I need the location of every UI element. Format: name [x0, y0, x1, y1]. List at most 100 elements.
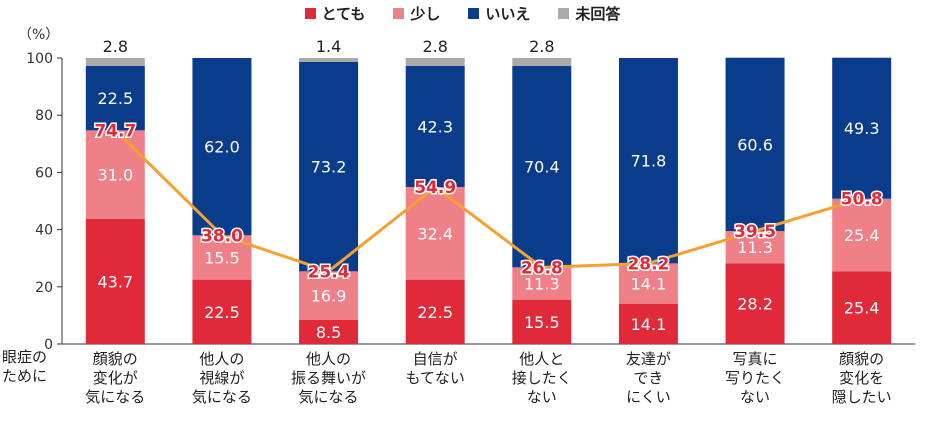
bar-value-label: 70.4	[524, 158, 560, 177]
bar-value-label: 28.2	[737, 295, 773, 314]
bar-value-label: 2.8	[422, 37, 447, 56]
bar-segment	[832, 271, 892, 344]
line-value-label: 50.8	[841, 190, 883, 210]
category-label: 隠したい	[832, 388, 892, 406]
bar-value-label: 25.4	[844, 226, 880, 245]
category-label: 気になる	[85, 388, 145, 406]
bar-value-label: 11.3	[737, 238, 773, 257]
y-axis-unit-label: （%）	[18, 27, 60, 43]
category-label: ない	[527, 388, 557, 406]
line-value-label: 39.5	[734, 222, 776, 242]
legend-label-sukoshi: 少し	[410, 5, 441, 23]
category-label: 顔貌の	[839, 350, 884, 368]
bar-value-label: 49.3	[844, 119, 880, 138]
line-value-label: 28.2	[627, 254, 669, 274]
bar-value-label: 31.0	[98, 166, 134, 185]
bar-value-label: 1.4	[316, 37, 341, 56]
bar-segment	[192, 279, 252, 344]
y-tick-label: 0	[44, 337, 53, 353]
bar-segment	[405, 66, 465, 187]
bar-value-label: 2.8	[103, 37, 128, 56]
line-value-label: 54.9	[414, 178, 456, 198]
bar-segment	[618, 303, 678, 344]
bar-value-label: 22.5	[98, 89, 134, 108]
category-label: 他人と	[519, 350, 564, 368]
bar-value-label: 71.8	[631, 152, 667, 171]
legend-label-iie: いいえ	[485, 5, 531, 23]
legend-swatch-sukoshi	[393, 8, 405, 19]
line-value-label: 38.0	[201, 226, 243, 246]
legend-swatch-mikaitou	[558, 8, 570, 19]
category-label: 気になる	[192, 388, 252, 406]
bar-segment	[299, 62, 359, 272]
bar-segment	[725, 57, 785, 232]
bar-segment	[299, 319, 359, 344]
category-label: 他人の	[306, 350, 351, 368]
bar-value-label: 14.1	[631, 315, 667, 334]
bar-value-label: 15.5	[204, 248, 240, 267]
bar-value-label: 11.3	[524, 275, 560, 294]
category-label: 友達が	[626, 350, 671, 368]
bar-segment	[512, 299, 572, 344]
category-label: 視線が	[199, 369, 244, 387]
legend-swatch-iie	[468, 8, 480, 19]
category-label: にくい	[626, 388, 671, 406]
legend-item-sukoshi: 少し	[393, 3, 440, 24]
category-row-label: 眼症の ために	[2, 348, 48, 385]
bar-segment	[512, 66, 572, 268]
category-label: 顔貌の	[93, 350, 138, 368]
bar-value-label: 42.3	[417, 117, 453, 136]
bar-value-label: 25.4	[844, 299, 880, 318]
legend-label-mikaitou: 未回答	[575, 5, 621, 23]
category-label: 変化を	[839, 369, 884, 387]
bar-value-label: 22.5	[204, 303, 240, 322]
bar-segment	[512, 267, 572, 300]
bar-value-label: 15.5	[524, 313, 560, 332]
legend-item-totemo: とても	[304, 3, 366, 24]
bar-value-label: 73.2	[311, 158, 347, 177]
category-label: でき	[633, 369, 663, 387]
line-value-label: 26.8	[521, 258, 563, 278]
bar-segment	[85, 219, 145, 344]
line-value-label: 74.7	[94, 121, 136, 141]
bar-value-label: 16.9	[311, 287, 347, 306]
bar-segment	[832, 57, 892, 199]
bar-segment	[192, 58, 252, 236]
legend-item-mikaitou: 未回答	[558, 3, 620, 24]
bar-segment	[405, 279, 465, 344]
bar-segment	[618, 263, 678, 304]
legend-label-totemo: とても	[321, 5, 366, 23]
y-tick-label: 80	[35, 108, 53, 124]
legend: とても 少し いいえ 未回答	[0, 3, 925, 24]
bar-value-label: 43.7	[98, 273, 134, 292]
category-label: 他人の	[199, 350, 244, 368]
category-label: 写りたく	[725, 369, 785, 387]
bar-segment	[299, 271, 359, 320]
bar-value-label: 32.4	[417, 224, 453, 243]
bar-segment	[299, 58, 359, 63]
category-label: 気になる	[299, 388, 359, 406]
bar-value-label: 14.1	[631, 275, 667, 294]
legend-item-iie: いいえ	[468, 3, 530, 24]
bar-value-label: 2.8	[529, 37, 554, 56]
bar-value-label: 8.5	[316, 323, 341, 342]
bar-value-label: 62.0	[204, 138, 240, 157]
bar-segment	[85, 58, 145, 67]
legend-swatch-totemo	[304, 8, 316, 19]
category-label: 接したく	[512, 369, 572, 387]
category-label: ない	[740, 388, 770, 406]
bar-segment	[512, 58, 572, 67]
bar-value-label: 60.6	[737, 135, 773, 154]
category-label: 自信が	[413, 350, 458, 368]
category-label: もてない	[405, 369, 464, 387]
bar-value-label: 22.5	[417, 303, 453, 322]
category-label: 変化が	[93, 369, 138, 387]
bar-segment	[85, 130, 145, 220]
y-tick-label: 40	[35, 223, 53, 239]
y-tick-label: 20	[35, 280, 53, 296]
bar-segment	[725, 263, 785, 344]
bar-segment	[405, 58, 465, 67]
bar-segment	[85, 66, 145, 131]
line-value-label: 25.4	[308, 262, 350, 282]
